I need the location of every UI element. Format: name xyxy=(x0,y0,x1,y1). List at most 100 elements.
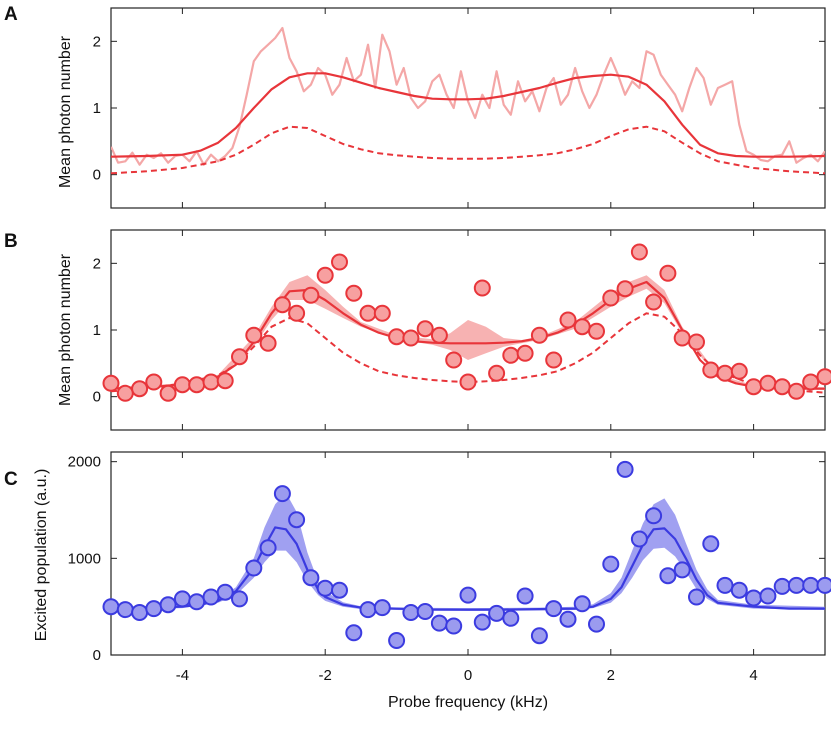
x-tick-label: 2 xyxy=(607,667,615,684)
data-point xyxy=(273,485,291,503)
data-point xyxy=(530,627,548,645)
data-point xyxy=(102,374,120,392)
ticks-a: 0 1 2 xyxy=(93,8,825,208)
data-point xyxy=(688,588,705,606)
series-fit-line-a xyxy=(111,72,825,158)
data-point xyxy=(688,333,705,351)
data-point xyxy=(573,318,591,336)
data-point xyxy=(773,577,791,595)
data-point xyxy=(473,279,491,297)
data-point xyxy=(530,326,548,344)
data-point xyxy=(702,361,720,379)
data-point xyxy=(302,569,320,587)
plot-area-a xyxy=(111,26,825,175)
data-point xyxy=(331,253,348,271)
data-point xyxy=(602,555,620,573)
data-point xyxy=(116,384,134,402)
data-point xyxy=(102,598,120,616)
data-point xyxy=(388,632,406,649)
data-point xyxy=(459,373,477,391)
data-point xyxy=(488,604,506,622)
panel-a: A Mean photon number 0 1 2 xyxy=(4,4,826,209)
data-point xyxy=(559,610,577,628)
data-point xyxy=(131,604,149,621)
data-point xyxy=(173,376,191,394)
y-tick-label-c: 1000 xyxy=(68,550,101,567)
data-point xyxy=(259,539,277,557)
y-tick-label-a: 2 xyxy=(93,33,101,50)
y-axis-label-c: Excited population (a.u.) xyxy=(33,469,50,642)
data-point xyxy=(416,603,434,620)
data-point xyxy=(588,322,605,340)
plot-frame-c xyxy=(110,451,826,656)
data-point xyxy=(145,600,163,618)
data-point xyxy=(430,614,448,632)
data-point xyxy=(445,351,463,369)
data-point xyxy=(159,596,177,614)
y-tick-label-a: 0 xyxy=(93,167,101,184)
x-tick-label: -2 xyxy=(319,667,332,684)
data-point xyxy=(816,368,831,386)
data-point xyxy=(245,326,263,344)
data-point xyxy=(573,595,591,613)
data-point xyxy=(630,530,648,548)
data-point xyxy=(745,589,763,607)
data-point xyxy=(430,326,448,344)
data-point xyxy=(116,601,134,619)
data-point xyxy=(702,535,720,553)
data-point xyxy=(145,373,163,391)
x-tick-label: 0 xyxy=(464,667,472,684)
y-axis-label-b: Mean photon number xyxy=(57,253,74,406)
confidence-band-b xyxy=(111,275,825,390)
data-point xyxy=(131,380,149,398)
data-point xyxy=(359,304,377,322)
data-point xyxy=(745,378,763,396)
x-tick-label: -4 xyxy=(176,667,189,684)
data-point xyxy=(616,280,634,298)
data-point xyxy=(802,373,820,391)
data-point xyxy=(730,362,748,380)
y-tick-label-b: 1 xyxy=(93,322,101,339)
data-point xyxy=(516,587,534,605)
data-point xyxy=(345,624,363,642)
data-point xyxy=(630,243,648,261)
data-point xyxy=(273,296,291,314)
panel-b: B Mean photon number 0 1 2 xyxy=(4,229,831,431)
data-point xyxy=(545,600,563,618)
data-point xyxy=(730,581,748,599)
data-point xyxy=(787,382,805,400)
data-point xyxy=(473,613,491,631)
data-point xyxy=(716,576,734,594)
data-point xyxy=(288,304,306,322)
data-point xyxy=(516,344,534,362)
marks-c xyxy=(102,460,831,649)
data-point xyxy=(402,329,420,347)
data-point xyxy=(616,460,634,478)
data-point xyxy=(173,590,191,608)
data-point xyxy=(559,311,577,329)
y-tick-label-a: 1 xyxy=(93,100,101,117)
data-point xyxy=(759,587,777,605)
data-point xyxy=(645,293,663,311)
y-tick-label-c: 2000 xyxy=(68,454,101,471)
data-point xyxy=(502,346,520,364)
data-point xyxy=(316,579,334,597)
data-point xyxy=(373,304,391,322)
data-point xyxy=(202,373,220,391)
data-point xyxy=(316,266,334,284)
data-point xyxy=(659,264,677,282)
x-tick-label: 4 xyxy=(749,667,757,684)
data-point xyxy=(716,364,734,382)
y-tick-label-b: 0 xyxy=(93,389,101,406)
data-point xyxy=(331,581,348,599)
data-point xyxy=(787,576,805,594)
data-point xyxy=(216,372,234,390)
data-point xyxy=(302,286,320,304)
data-point xyxy=(402,604,420,621)
data-point xyxy=(445,617,463,635)
data-point xyxy=(345,284,363,302)
series-dashed-line-b xyxy=(111,312,825,394)
data-point xyxy=(216,583,234,601)
data-point xyxy=(416,320,434,338)
y-tick-label-b: 2 xyxy=(93,255,101,272)
